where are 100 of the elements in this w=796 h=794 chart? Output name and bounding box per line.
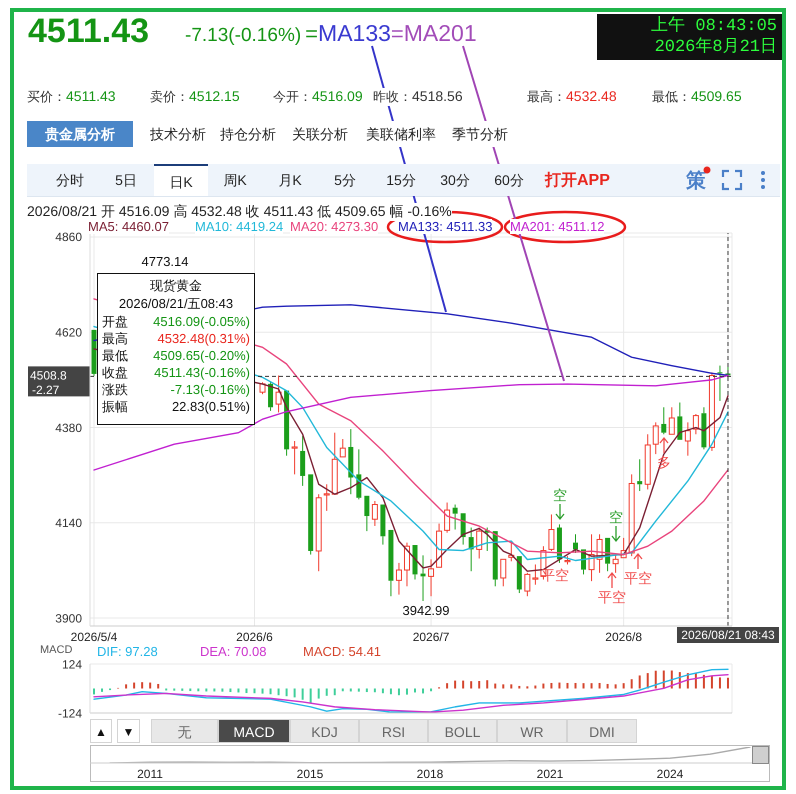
bar — [213, 688, 216, 692]
candlestick — [308, 474, 314, 556]
bar — [254, 688, 256, 694]
annotation: 4532.48(0.31%) — [157, 331, 250, 346]
candlestick — [300, 435, 306, 486]
candlestick — [420, 554, 426, 602]
bar — [358, 688, 360, 692]
y-tick-label: 4860 — [55, 230, 82, 244]
bar — [478, 680, 480, 688]
text: 4511.43 — [28, 12, 150, 50]
x-tick-label: 2021 — [536, 767, 564, 781]
text: -7.13(-0.16%) — [185, 25, 302, 46]
candlestick — [364, 496, 370, 532]
bar — [462, 680, 464, 688]
bar — [125, 684, 128, 688]
annotation: 涨跌 — [102, 382, 128, 397]
candlestick — [316, 494, 322, 572]
text: 贵金属分析 — [45, 126, 115, 142]
x-tick-label: 2018 — [416, 767, 444, 781]
text: DIF: 97.28 — [97, 644, 158, 659]
text: MA10: 4419.24 — [195, 219, 284, 234]
bar — [590, 683, 593, 688]
annotation: 2026/08/21/五08:43 — [118, 296, 234, 311]
text: 打开APP — [545, 172, 610, 189]
text: 卖价： — [150, 89, 189, 104]
text: MA133: 4511.33 — [398, 219, 492, 234]
text: BOLL — [444, 724, 480, 740]
bar — [630, 679, 633, 688]
bar — [245, 688, 248, 694]
bar — [342, 688, 344, 692]
bar — [221, 688, 224, 692]
text: DEA: 70.08 — [200, 644, 266, 659]
candlestick — [500, 558, 506, 587]
bar — [558, 682, 560, 688]
bar — [101, 688, 104, 692]
bar — [318, 688, 320, 699]
text: KDJ — [311, 724, 338, 740]
annotation: 3942.99 — [402, 603, 450, 618]
text: 周K — [223, 172, 247, 188]
x-tick-label: 2026/5/4 — [70, 630, 118, 644]
text: 买价： — [27, 89, 66, 104]
text: RSI — [382, 724, 406, 740]
candlestick — [668, 406, 675, 435]
annotation: 开盘 — [102, 314, 128, 329]
text: WR — [520, 724, 544, 740]
x-tick-label: 2026/8 — [605, 630, 642, 644]
text: = — [305, 21, 318, 46]
annotation: 空 — [609, 509, 623, 525]
text: MACD — [233, 724, 275, 740]
bar — [197, 688, 200, 692]
y-tick-label: 124 — [62, 657, 82, 672]
bar — [133, 682, 136, 688]
text: 60分 — [494, 172, 524, 188]
x-tick-label: 2026/6 — [236, 630, 274, 644]
bar — [550, 682, 552, 688]
text: 美联储利率 — [366, 126, 436, 142]
text: 季节分析 — [452, 126, 508, 142]
bar — [149, 682, 152, 688]
text: ▼ — [122, 725, 134, 739]
bar — [654, 670, 657, 688]
candlestick — [588, 534, 595, 582]
bar — [710, 676, 713, 688]
bar — [205, 688, 208, 692]
text: 15分 — [386, 172, 416, 188]
text: 昨收： — [373, 89, 412, 104]
bar — [262, 688, 264, 694]
bar — [470, 681, 472, 688]
candlestick — [324, 484, 330, 512]
candlestick — [292, 440, 298, 475]
candlestick — [532, 564, 538, 586]
text: 分时 — [56, 172, 84, 188]
candlestick — [717, 365, 722, 402]
bar — [726, 678, 729, 688]
text: 上午 08:43:05 — [651, 17, 777, 36]
candlestick — [276, 375, 282, 413]
x-tick-label: 2026/7 — [412, 630, 450, 644]
bar — [606, 684, 609, 688]
ref-line-label: 4508.8 — [30, 368, 68, 382]
annotation: 4773.14 — [142, 254, 188, 269]
annotation: 最低 — [102, 348, 128, 363]
text: -2.27 — [32, 383, 60, 397]
text: = — [390, 21, 404, 46]
annotation: 4511.43(-0.16%) — [154, 365, 250, 380]
bar — [414, 688, 416, 692]
bar — [518, 686, 520, 688]
candlestick — [637, 458, 642, 492]
bar — [566, 682, 568, 688]
y-tick-label: 4140 — [55, 516, 82, 530]
annotation: 收盘 — [102, 365, 128, 380]
bar — [494, 684, 496, 688]
candlestick — [620, 537, 627, 558]
bar — [582, 683, 585, 688]
candlestick — [661, 406, 666, 435]
bar — [454, 680, 456, 688]
bar — [382, 688, 384, 694]
annotation: 振幅 — [102, 399, 128, 414]
text: 技术分析 — [150, 126, 206, 142]
x-tick-label: 2026/08/21 08:43 — [681, 628, 776, 642]
bar — [718, 677, 721, 688]
y-tick-label: 3900 — [55, 611, 82, 626]
